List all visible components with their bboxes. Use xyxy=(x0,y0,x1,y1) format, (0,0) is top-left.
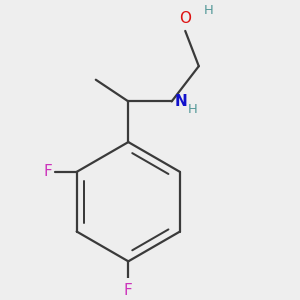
Text: H: H xyxy=(204,4,214,17)
Text: F: F xyxy=(44,164,52,179)
Text: N: N xyxy=(174,94,187,109)
Text: H: H xyxy=(188,103,198,116)
Text: F: F xyxy=(124,283,133,298)
Text: O: O xyxy=(179,11,191,26)
